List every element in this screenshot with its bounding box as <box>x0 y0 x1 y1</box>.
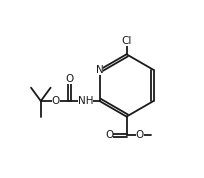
Text: Cl: Cl <box>121 36 131 46</box>
Text: O: O <box>65 74 73 84</box>
Text: O: O <box>105 130 113 140</box>
Text: O: O <box>135 130 143 140</box>
Text: O: O <box>52 96 60 106</box>
Text: NH: NH <box>77 96 93 106</box>
Text: N: N <box>95 65 103 75</box>
